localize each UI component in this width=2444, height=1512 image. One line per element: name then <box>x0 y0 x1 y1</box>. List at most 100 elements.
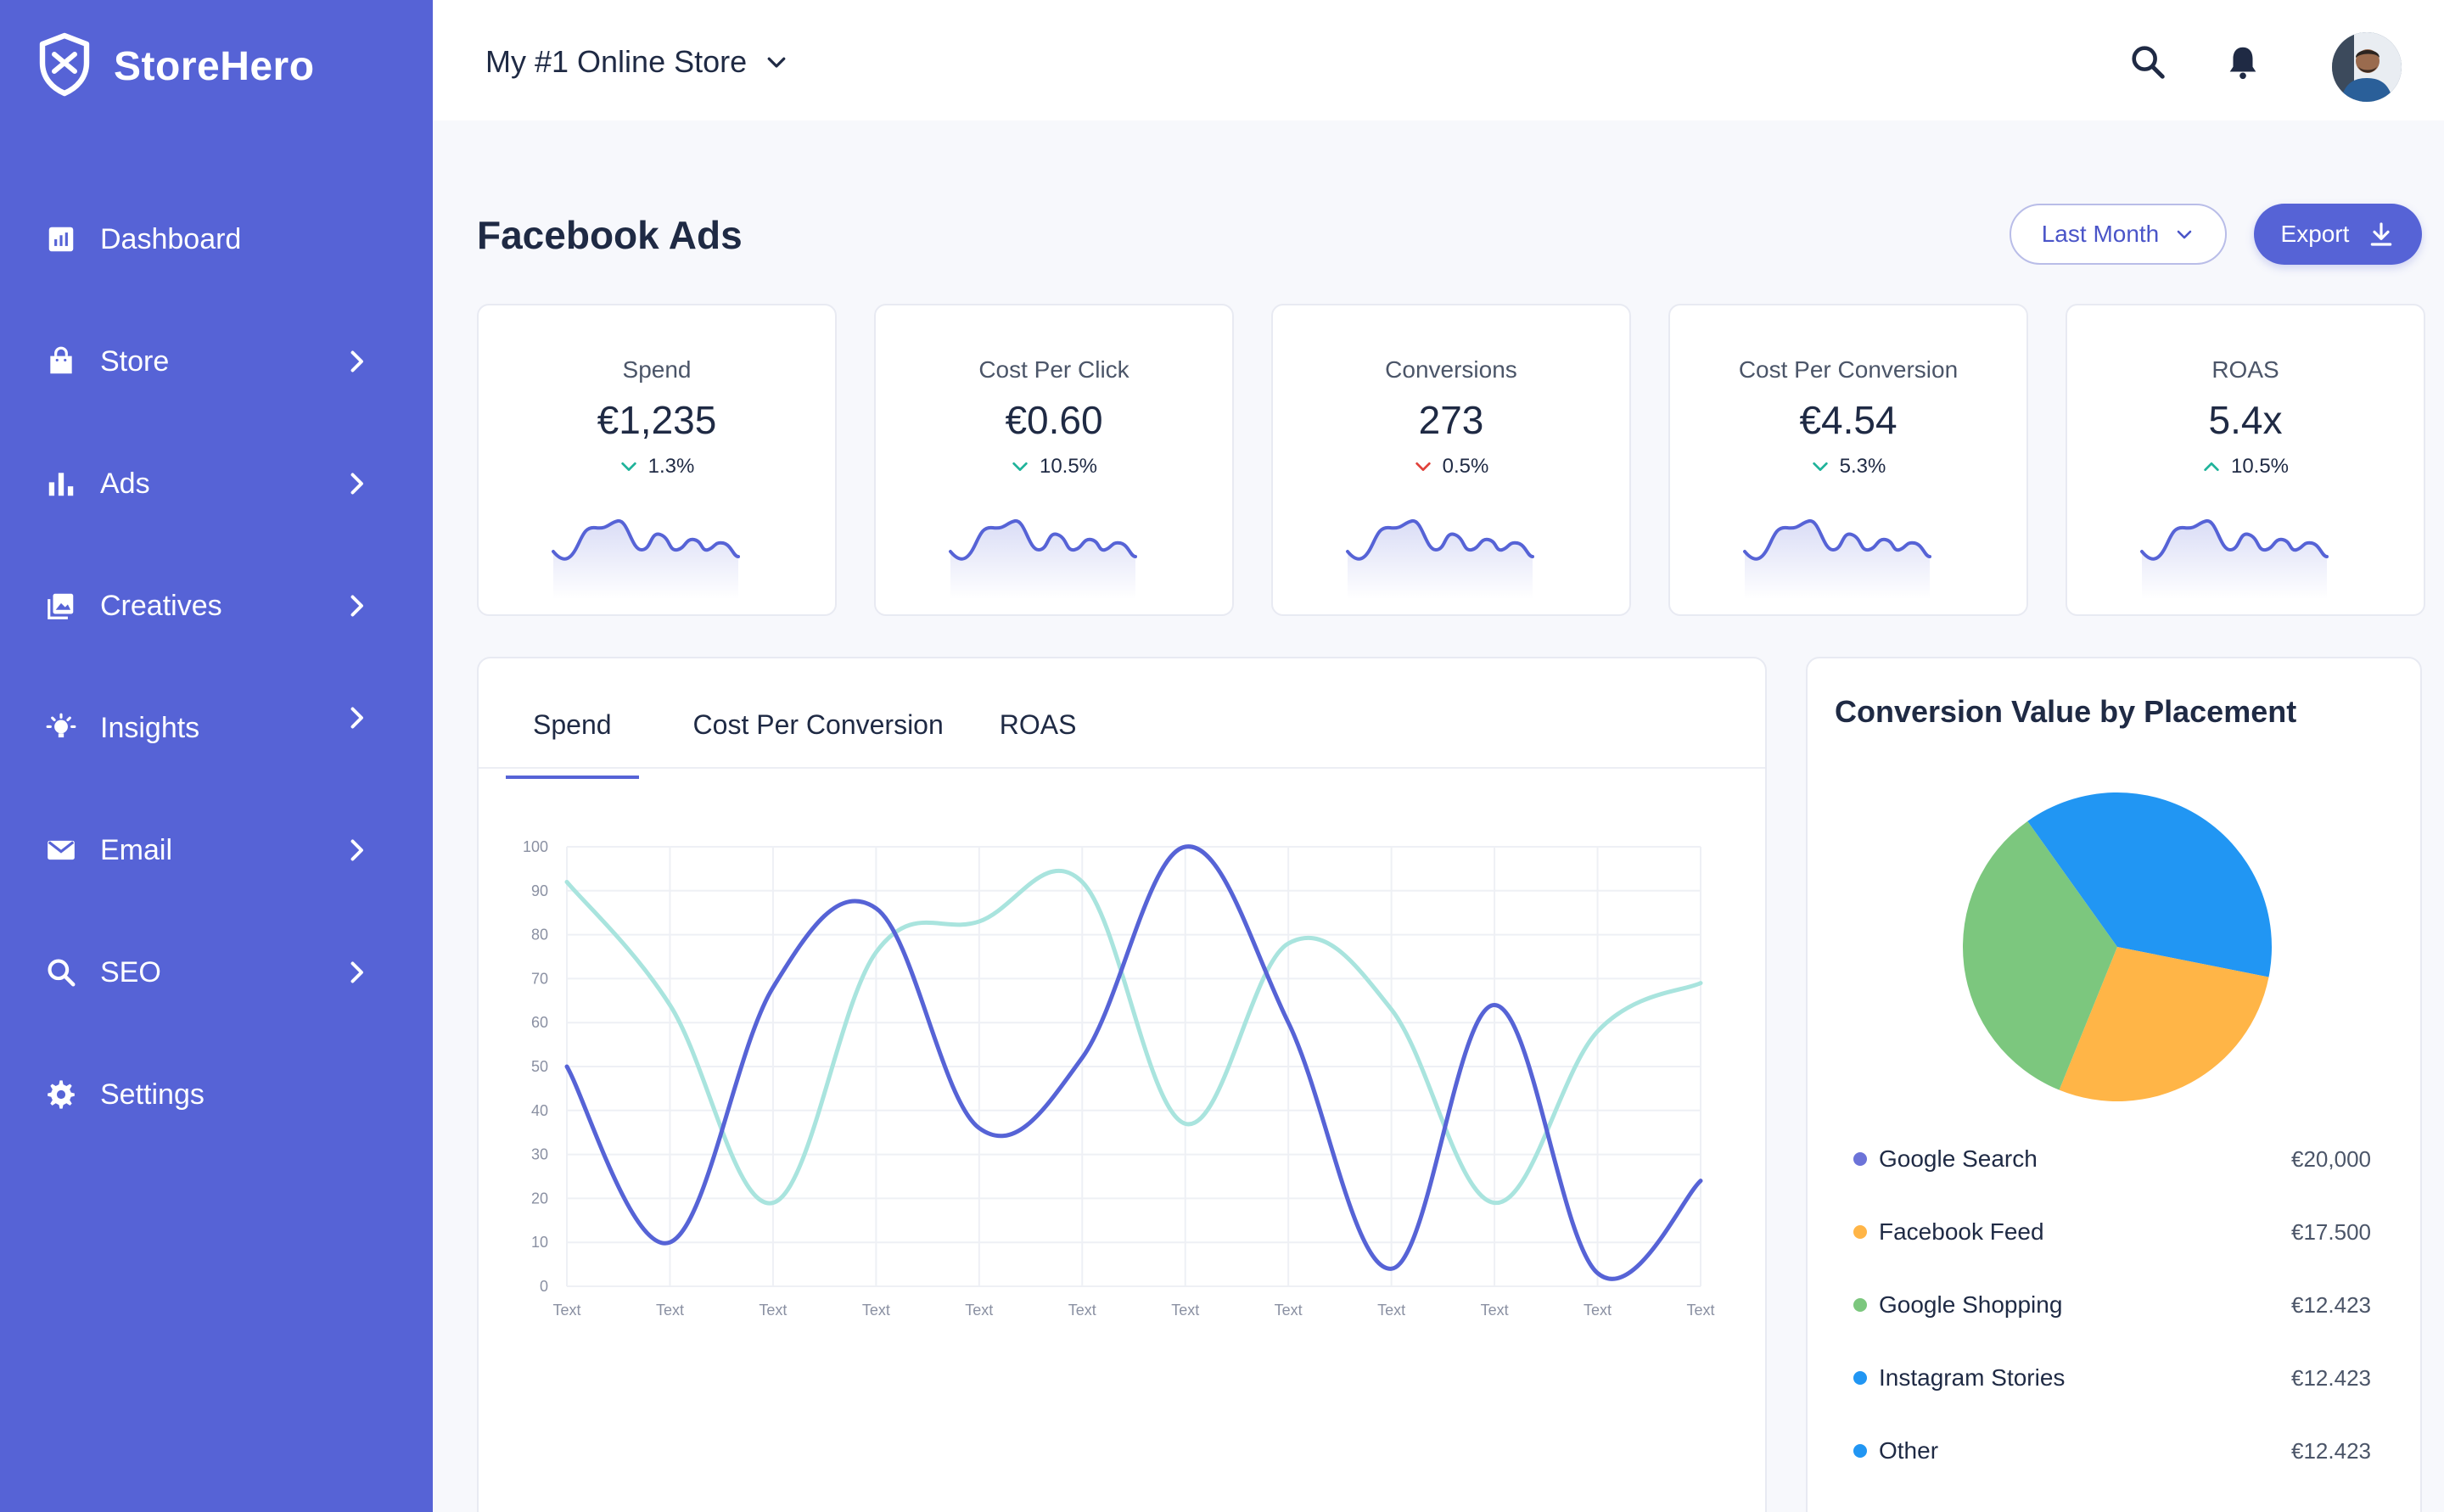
brand-name: StoreHero <box>114 44 315 89</box>
y-tick-label: 80 <box>531 927 548 944</box>
sidebar-item-label: Email <box>100 833 173 866</box>
legend-item[interactable]: Google Search €20,000 <box>1853 1142 2371 1176</box>
kpi-delta: 10.5% <box>2067 455 2424 479</box>
spend-chart-panel: Spend Cost Per Conversion ROAS 0 10 20 30 40… <box>477 657 1767 1512</box>
legend-item[interactable]: Google Shopping €12.423 <box>1853 1288 2371 1322</box>
x-tick-label: Text <box>1275 1302 1303 1319</box>
period-dropdown[interactable]: Last Month <box>2010 204 2227 265</box>
kpi-card[interactable]: ROAS 5.4x 10.5% <box>2066 304 2425 616</box>
legend-item[interactable]: Facebook Feed €17.500 <box>1853 1215 2371 1249</box>
legend-value: €12.423 <box>2291 1437 2371 1464</box>
sidebar: StoreHero Dashboard Store Ads <box>0 0 433 1512</box>
chevron-down-icon <box>767 57 786 68</box>
tabs-divider <box>479 767 1765 769</box>
pie-slice[interactable] <box>1963 820 2117 1090</box>
tab-spend[interactable]: Spend <box>506 709 638 787</box>
kpi-card[interactable]: Conversions 273 0.5% <box>1271 304 1631 616</box>
kpi-label: Cost Per Click <box>978 356 1130 383</box>
sidebar-item-seo[interactable]: SEO <box>0 930 433 1015</box>
pie-slice[interactable] <box>2059 947 2269 1101</box>
sidebar-item-label: Insights <box>100 711 200 744</box>
kpi-delta-value: 0.5% <box>1442 455 1489 478</box>
legend-dot <box>1853 1444 1867 1458</box>
kpi-card[interactable]: Cost Per Click €0.60 10.5% <box>874 304 1234 616</box>
kpi-delta-value: 1.3% <box>647 455 695 478</box>
y-tick-label: 100 <box>523 838 548 855</box>
x-tick-label: Text <box>1171 1302 1199 1319</box>
kpi-delta: 5.3% <box>1670 455 2026 479</box>
avatar[interactable] <box>2332 32 2402 102</box>
legend-dot <box>1853 1371 1867 1385</box>
y-tick-label: 40 <box>531 1102 548 1119</box>
chevron-right-icon <box>350 350 363 372</box>
sidebar-item-insights[interactable]: Insights <box>0 686 433 770</box>
x-tick-label: Text <box>656 1302 684 1319</box>
legend-item[interactable]: Other €12.423 <box>1853 1434 2371 1468</box>
shield-logo-icon <box>37 32 92 101</box>
sidebar-item-creatives[interactable]: Creatives <box>0 563 433 648</box>
image-icon <box>44 589 78 623</box>
legend-name: Facebook Feed <box>1879 1218 2044 1245</box>
legend-dot <box>1853 1298 1867 1312</box>
legend-name: Google Shopping <box>1879 1291 2063 1318</box>
legend-dot <box>1853 1152 1867 1166</box>
sidebar-item-label: Creatives <box>100 589 222 622</box>
tab-cost-per-conversion[interactable]: Cost Per Conversion <box>692 709 944 740</box>
legend-name: Instagram Stories <box>1879 1364 2066 1391</box>
sparkline <box>2140 519 2329 599</box>
kpi-value: €0.60 <box>1005 398 1103 442</box>
lightbulb-icon <box>44 711 78 745</box>
tab-roas[interactable]: ROAS <box>999 709 1077 740</box>
kpi-value: €4.54 <box>1799 398 1897 442</box>
chevron-right-icon <box>350 707 363 729</box>
kpi-card[interactable]: Cost Per Conversion €4.54 5.3% <box>1668 304 2028 616</box>
chart-tabs: Spend Cost Per Conversion ROAS <box>506 709 1076 787</box>
legend-name: Google Search <box>1879 1145 2038 1172</box>
sidebar-item-dashboard[interactable]: Dashboard <box>0 197 433 282</box>
legend-value: €12.423 <box>2291 1291 2371 1318</box>
pie-slice[interactable] <box>2027 792 2272 977</box>
bar-chart-icon <box>44 467 78 501</box>
y-tick-label: 10 <box>531 1234 548 1251</box>
chevron-right-icon <box>350 961 363 983</box>
store-name: My #1 Online Store <box>485 44 748 79</box>
x-tick-label: Text <box>759 1302 787 1319</box>
sidebar-item-label: Store <box>100 344 170 378</box>
brand[interactable]: StoreHero <box>37 32 315 101</box>
export-label: Export <box>2280 221 2350 247</box>
kpi-label: Conversions <box>1385 356 1517 383</box>
kpi-delta-value: 5.3% <box>1839 455 1886 478</box>
mail-icon <box>44 833 78 867</box>
kpi-card[interactable]: Spend €1,235 1.3% <box>477 304 837 616</box>
store-selector[interactable]: My #1 Online Store <box>485 44 789 80</box>
kpi-label: Spend <box>622 356 692 383</box>
period-label: Last Month <box>2041 221 2160 247</box>
sparkline <box>949 519 1137 599</box>
search-icon[interactable] <box>2128 42 2167 81</box>
export-button[interactable]: Export <box>2254 204 2422 265</box>
sidebar-item-label: Settings <box>100 1078 205 1111</box>
series-line-1 <box>564 844 1703 1281</box>
sidebar-item-store[interactable]: Store <box>0 319 433 404</box>
sidebar-item-email[interactable]: Email <box>0 808 433 893</box>
kpi-value: 273 <box>1418 398 1484 442</box>
sidebar-item-settings[interactable]: Settings <box>0 1052 433 1137</box>
x-tick-label: Text <box>1377 1302 1405 1319</box>
sidebar-item-label: Dashboard <box>100 222 242 255</box>
kpi-delta-value: 10.5% <box>1039 455 1098 478</box>
page-title: Facebook Ads <box>477 213 743 257</box>
sidebar-item-ads[interactable]: Ads <box>0 441 433 526</box>
bag-icon <box>44 344 78 378</box>
download-icon <box>2371 222 2392 246</box>
x-tick-label: Text <box>1481 1302 1509 1319</box>
legend-value: €20,000 <box>2291 1145 2371 1172</box>
legend-item[interactable]: Instagram Stories €12.423 <box>1853 1361 2371 1395</box>
legend-value: €17.500 <box>2291 1218 2371 1245</box>
search-icon <box>44 955 78 989</box>
bell-icon[interactable] <box>2223 42 2262 81</box>
sparkline <box>1346 519 1534 599</box>
chevron-down-icon <box>2177 230 2192 239</box>
kpi-value: 5.4x <box>2208 398 2283 442</box>
topbar: My #1 Online Store <box>433 0 2444 120</box>
chevron-right-icon <box>350 595 363 617</box>
